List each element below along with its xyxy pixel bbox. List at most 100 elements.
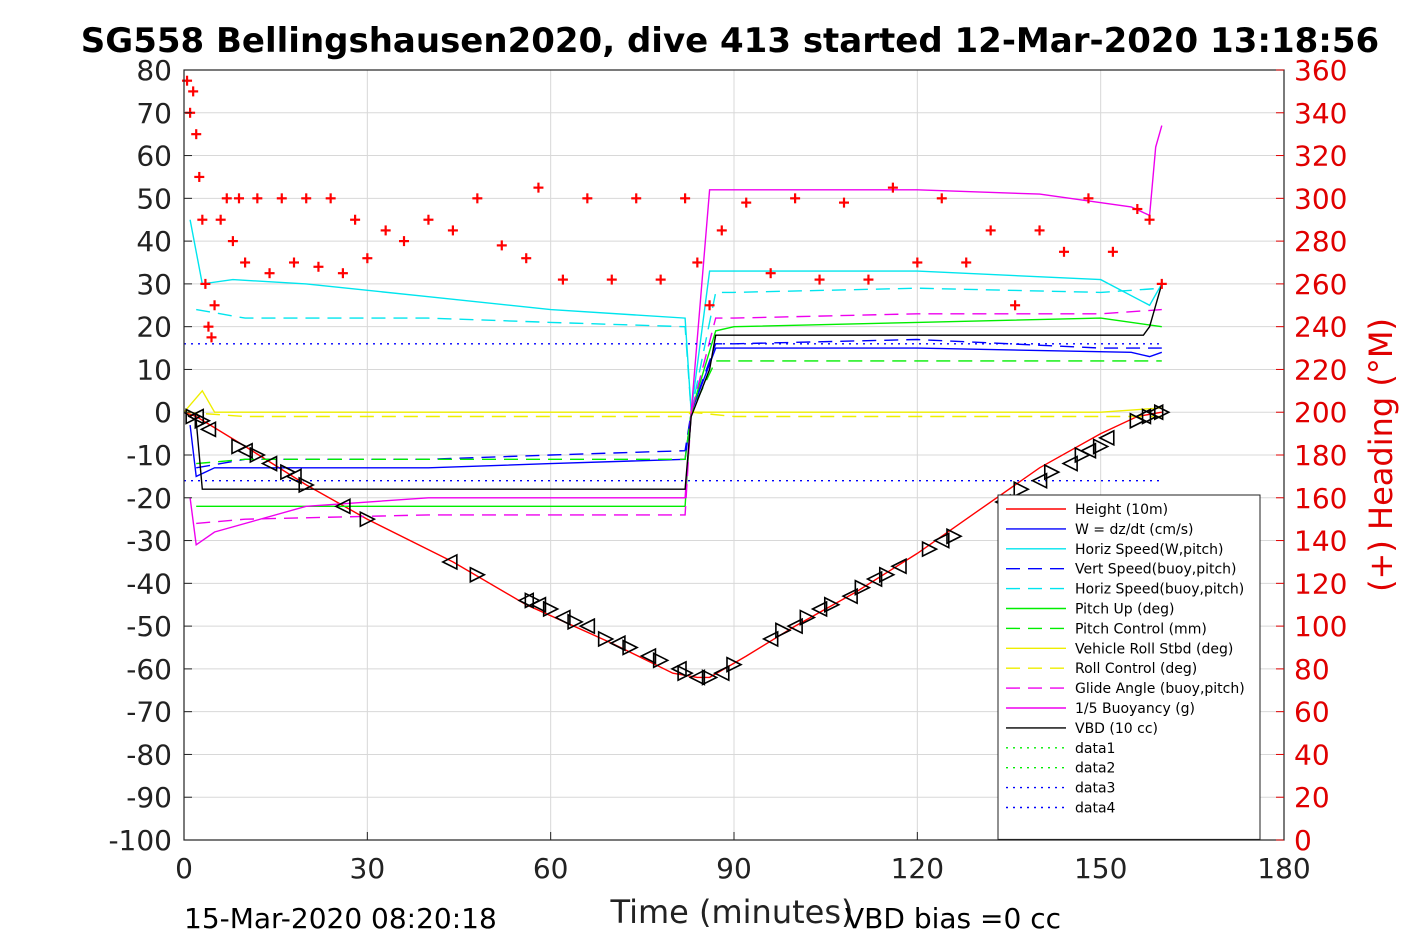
depth-marker bbox=[701, 669, 719, 686]
depth-marker bbox=[865, 570, 883, 588]
depth-marker bbox=[761, 630, 779, 648]
right-tick-label: 220 bbox=[1294, 353, 1347, 386]
heading-marker bbox=[557, 274, 568, 285]
depth-marker bbox=[359, 510, 377, 528]
right-tick-label: 80 bbox=[1294, 653, 1330, 686]
depth-marker bbox=[786, 617, 803, 635]
legend-label: data1 bbox=[1075, 741, 1115, 757]
heading-marker bbox=[301, 193, 312, 204]
heading-marker bbox=[1144, 214, 1155, 225]
left-tick-label: -90 bbox=[126, 781, 172, 814]
series-layer bbox=[183, 125, 1163, 679]
left-tick-label: -50 bbox=[126, 610, 172, 643]
heading-marker bbox=[350, 214, 361, 225]
series-line-10 bbox=[189, 125, 1163, 547]
heading-marker bbox=[1010, 300, 1021, 311]
heading-marker bbox=[380, 225, 391, 236]
right-tick-label: 160 bbox=[1294, 482, 1347, 515]
legend-label: Roll Control (deg) bbox=[1075, 661, 1197, 677]
heading-marker bbox=[961, 257, 972, 268]
depth-marker bbox=[187, 408, 205, 425]
depth-marker bbox=[469, 566, 487, 584]
depth-marker bbox=[554, 609, 571, 626]
depth-marker bbox=[298, 476, 316, 494]
depth-marker bbox=[1146, 403, 1164, 421]
x-tick-label: 90 bbox=[716, 852, 752, 885]
heading-marker bbox=[1059, 246, 1069, 257]
heading-marker bbox=[1107, 246, 1118, 257]
left-tick-label: 30 bbox=[136, 268, 172, 301]
heading-marker bbox=[215, 214, 226, 225]
left-tick-label: 20 bbox=[136, 311, 172, 344]
depth-marker bbox=[249, 446, 267, 464]
depth-marker bbox=[823, 596, 841, 614]
heading-marker bbox=[206, 332, 217, 343]
x-tick-label: 120 bbox=[891, 852, 944, 885]
heading-marker bbox=[765, 268, 776, 279]
depth-marker bbox=[260, 455, 278, 472]
depth-marker bbox=[622, 639, 639, 656]
heading-marker bbox=[606, 274, 617, 285]
left-tick-label: 40 bbox=[136, 225, 172, 258]
series-line-0 bbox=[183, 411, 1162, 679]
heading-marker bbox=[936, 193, 947, 204]
legend-label: Glide Angle (buoy,pitch) bbox=[1075, 681, 1245, 697]
heading-marker bbox=[194, 171, 205, 182]
heading-marker bbox=[447, 225, 458, 236]
heading-marker bbox=[234, 193, 244, 204]
heading-marker bbox=[191, 129, 202, 140]
heading-marker bbox=[264, 268, 275, 279]
right-tick-label: 60 bbox=[1294, 696, 1330, 729]
legend-label: 1/5 Buoyancy (g) bbox=[1075, 701, 1195, 717]
depth-marker bbox=[542, 600, 560, 618]
legend-label: Pitch Up (deg) bbox=[1075, 602, 1174, 618]
depth-marker bbox=[567, 613, 584, 631]
heading-marker bbox=[692, 257, 703, 268]
left-tick-label: 50 bbox=[136, 182, 172, 215]
depth-marker bbox=[194, 412, 212, 430]
legend-label: data4 bbox=[1075, 801, 1116, 817]
depth-marker bbox=[946, 527, 963, 545]
right-tick-label: 120 bbox=[1294, 567, 1347, 600]
right-tick-label: 40 bbox=[1294, 738, 1330, 771]
heading-marker bbox=[912, 257, 923, 268]
heading-marker bbox=[1034, 225, 1045, 236]
left-tick-label: 80 bbox=[136, 54, 172, 87]
left-tick-label: -30 bbox=[126, 525, 172, 558]
depth-marker bbox=[529, 596, 547, 614]
legend-label: VBD (10 cc) bbox=[1075, 721, 1158, 737]
heading-marker bbox=[423, 214, 434, 225]
depth-marker bbox=[1030, 472, 1048, 489]
heading-marker bbox=[399, 236, 409, 247]
heading-marker bbox=[337, 268, 348, 279]
heading-marker bbox=[276, 193, 287, 204]
right-tick-label: 360 bbox=[1294, 54, 1347, 87]
series-line-9 bbox=[196, 308, 1162, 525]
depth-marker bbox=[1134, 408, 1152, 425]
depth-marker bbox=[441, 553, 458, 571]
depth-marker bbox=[578, 617, 596, 635]
depth-marker bbox=[1043, 463, 1061, 481]
left-tick-label: 0 bbox=[154, 396, 172, 429]
heading-marker bbox=[814, 274, 825, 285]
right-tick-label: 300 bbox=[1294, 182, 1347, 215]
legend-box bbox=[997, 494, 1261, 840]
heading-marker bbox=[227, 236, 238, 247]
depth-marker bbox=[921, 540, 939, 558]
depth-markers bbox=[185, 403, 1171, 686]
heading-marker bbox=[289, 257, 299, 268]
right-tick-label: 240 bbox=[1294, 311, 1347, 344]
depth-marker bbox=[185, 408, 202, 425]
right-tick-label: 320 bbox=[1294, 140, 1347, 173]
series-line-11 bbox=[183, 283, 1163, 490]
left-tick-label: 70 bbox=[136, 97, 172, 130]
heading-marker bbox=[704, 300, 715, 311]
legend-label: W = dz/dt (cm/s) bbox=[1075, 522, 1194, 538]
depth-marker bbox=[1079, 442, 1097, 460]
heading-markers bbox=[182, 75, 1167, 343]
right-axis-ticks: 3603403203002802602402202001801601401201… bbox=[1276, 54, 1347, 857]
x-tick-label: 0 bbox=[175, 852, 193, 885]
depth-marker bbox=[236, 442, 253, 460]
depth-marker bbox=[1092, 438, 1110, 455]
heading-marker bbox=[472, 193, 483, 204]
